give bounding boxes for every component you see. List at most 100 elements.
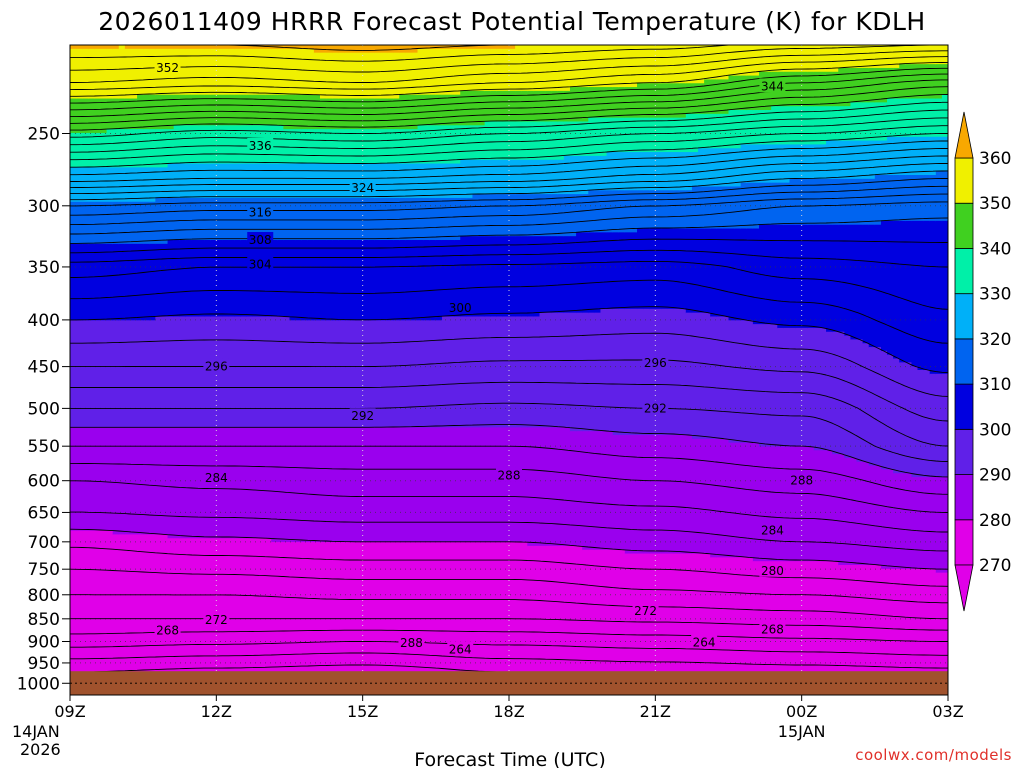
colorbar-segment bbox=[954, 474, 974, 521]
contour-label-bg bbox=[203, 470, 230, 485]
colorbar-segment bbox=[954, 293, 974, 340]
contour-354 bbox=[70, 50, 948, 83]
colorbar-segment bbox=[954, 428, 974, 475]
x-tick-label: 15Z bbox=[347, 702, 378, 721]
contour-label-bg bbox=[788, 472, 815, 487]
ground-layer bbox=[70, 671, 948, 695]
y-tick-label: 700 bbox=[28, 533, 60, 553]
contour-label: 308 bbox=[249, 233, 272, 247]
contour-label: 336 bbox=[249, 139, 272, 153]
contour-296 bbox=[70, 359, 948, 422]
x-tick-label: 12Z bbox=[201, 702, 232, 721]
contour-label: 264 bbox=[693, 635, 716, 649]
contour-302 bbox=[70, 279, 948, 344]
contour-label-bg bbox=[203, 358, 230, 373]
x-axis-label: Forecast Time (UTC) bbox=[414, 749, 605, 768]
contour-label: 284 bbox=[761, 523, 784, 537]
contour-316 bbox=[70, 185, 948, 216]
colorbar-tick-label: 310 bbox=[979, 375, 1011, 395]
contour-label: 288 bbox=[790, 474, 813, 488]
contour-label: 268 bbox=[156, 623, 179, 637]
contour-label-bg bbox=[154, 622, 181, 637]
x-tick-label: 00Z bbox=[786, 702, 817, 721]
contour-label-bg bbox=[247, 204, 274, 219]
contour-294 bbox=[70, 381, 948, 447]
contour-label-bg bbox=[759, 522, 786, 537]
y-tick-label: 1000 bbox=[17, 674, 60, 694]
contour-label-bg bbox=[247, 137, 274, 152]
contour-label-bg bbox=[247, 231, 274, 246]
colorbar-arrow-top bbox=[954, 111, 974, 159]
contour-324 bbox=[70, 155, 948, 189]
contour-312 bbox=[70, 201, 948, 235]
contour-label-bg bbox=[247, 256, 274, 271]
contour-282 bbox=[70, 511, 948, 552]
y-tick-label: 900 bbox=[28, 632, 60, 652]
ground-fill bbox=[70, 671, 948, 695]
contour-label: 300 bbox=[449, 301, 472, 315]
contour-274 bbox=[70, 594, 948, 620]
y-axis: 2503003504004505005506006507007508008509… bbox=[17, 124, 70, 694]
contour-label-bg bbox=[349, 408, 376, 423]
colorbar-segment bbox=[954, 338, 974, 385]
contour-label-bg bbox=[632, 602, 659, 617]
contour-320 bbox=[70, 170, 948, 201]
contour-label-bg bbox=[203, 611, 230, 626]
contour-label: 264 bbox=[449, 642, 472, 656]
plot-area: 352 344 336 324 316 308 304 300 296 296 292 292 288 2… bbox=[69, 44, 949, 696]
chart-title: 2026011409 HRRR Forecast Potential Tempe… bbox=[98, 7, 925, 36]
contour-278 bbox=[70, 546, 948, 587]
contour-326 bbox=[70, 148, 948, 182]
colorbar-tick-label: 270 bbox=[979, 556, 1011, 576]
x-tick-year: 2026 bbox=[20, 740, 61, 759]
contour-352 bbox=[70, 56, 948, 91]
contour-334 bbox=[70, 117, 948, 153]
contour-356 bbox=[70, 45, 948, 73]
x-tick-date: 14JAN bbox=[12, 722, 60, 741]
contour-318 bbox=[70, 178, 948, 207]
contour-label: 352 bbox=[156, 61, 179, 75]
y-tick-label: 250 bbox=[28, 124, 60, 144]
contour-labels: 352 344 336 324 316 308 304 300 296 296 292 292 288 2… bbox=[154, 60, 815, 656]
contour-322 bbox=[70, 163, 948, 195]
contour-label-bg bbox=[154, 60, 181, 75]
y-tick-label: 800 bbox=[28, 586, 60, 606]
y-tick-label: 450 bbox=[28, 358, 60, 378]
contour-358 bbox=[70, 45, 729, 62]
contour-label-bg bbox=[447, 641, 474, 656]
y-tick-label: 400 bbox=[28, 311, 60, 331]
contour-280 bbox=[70, 528, 948, 570]
contour-label: 304 bbox=[249, 258, 272, 272]
contour-label: 324 bbox=[351, 181, 374, 195]
contour-284 bbox=[70, 480, 948, 533]
contour-label-bg bbox=[759, 78, 786, 93]
contour-label: 268 bbox=[761, 622, 784, 636]
contour-276 bbox=[70, 568, 948, 604]
contour-314 bbox=[70, 193, 948, 226]
contour-304 bbox=[70, 260, 948, 310]
contour-340 bbox=[70, 94, 948, 131]
colorbar-tick-label: 320 bbox=[979, 330, 1011, 350]
colorbar-tick-label: 280 bbox=[979, 511, 1011, 531]
contour-label: 288 bbox=[498, 468, 521, 482]
contour-328 bbox=[70, 140, 948, 176]
contour-332 bbox=[70, 125, 948, 161]
contour-292 bbox=[70, 402, 948, 462]
colorbar-arrow-bottom bbox=[954, 564, 974, 612]
contour-label-bg bbox=[759, 562, 786, 577]
colorbar-segment bbox=[954, 248, 974, 295]
y-tick-label: 850 bbox=[28, 610, 60, 630]
contour-label-bg bbox=[642, 355, 669, 370]
colorbar: 270 280 290 300 310 320 330 340 350 360 bbox=[954, 111, 1011, 612]
contour-label: 296 bbox=[205, 360, 228, 374]
contour-336 bbox=[70, 109, 948, 146]
contour-label: 272 bbox=[634, 604, 657, 618]
colorbar-tick-label: 360 bbox=[979, 149, 1011, 169]
y-tick-label: 750 bbox=[28, 560, 60, 580]
x-tick-label: 18Z bbox=[493, 702, 524, 721]
colorbar-tick-label: 300 bbox=[979, 420, 1011, 440]
colorbar-segment bbox=[954, 383, 974, 430]
colorbar-segment bbox=[954, 202, 974, 249]
contour-266 bbox=[70, 652, 948, 669]
contour-label-bg bbox=[496, 467, 522, 482]
